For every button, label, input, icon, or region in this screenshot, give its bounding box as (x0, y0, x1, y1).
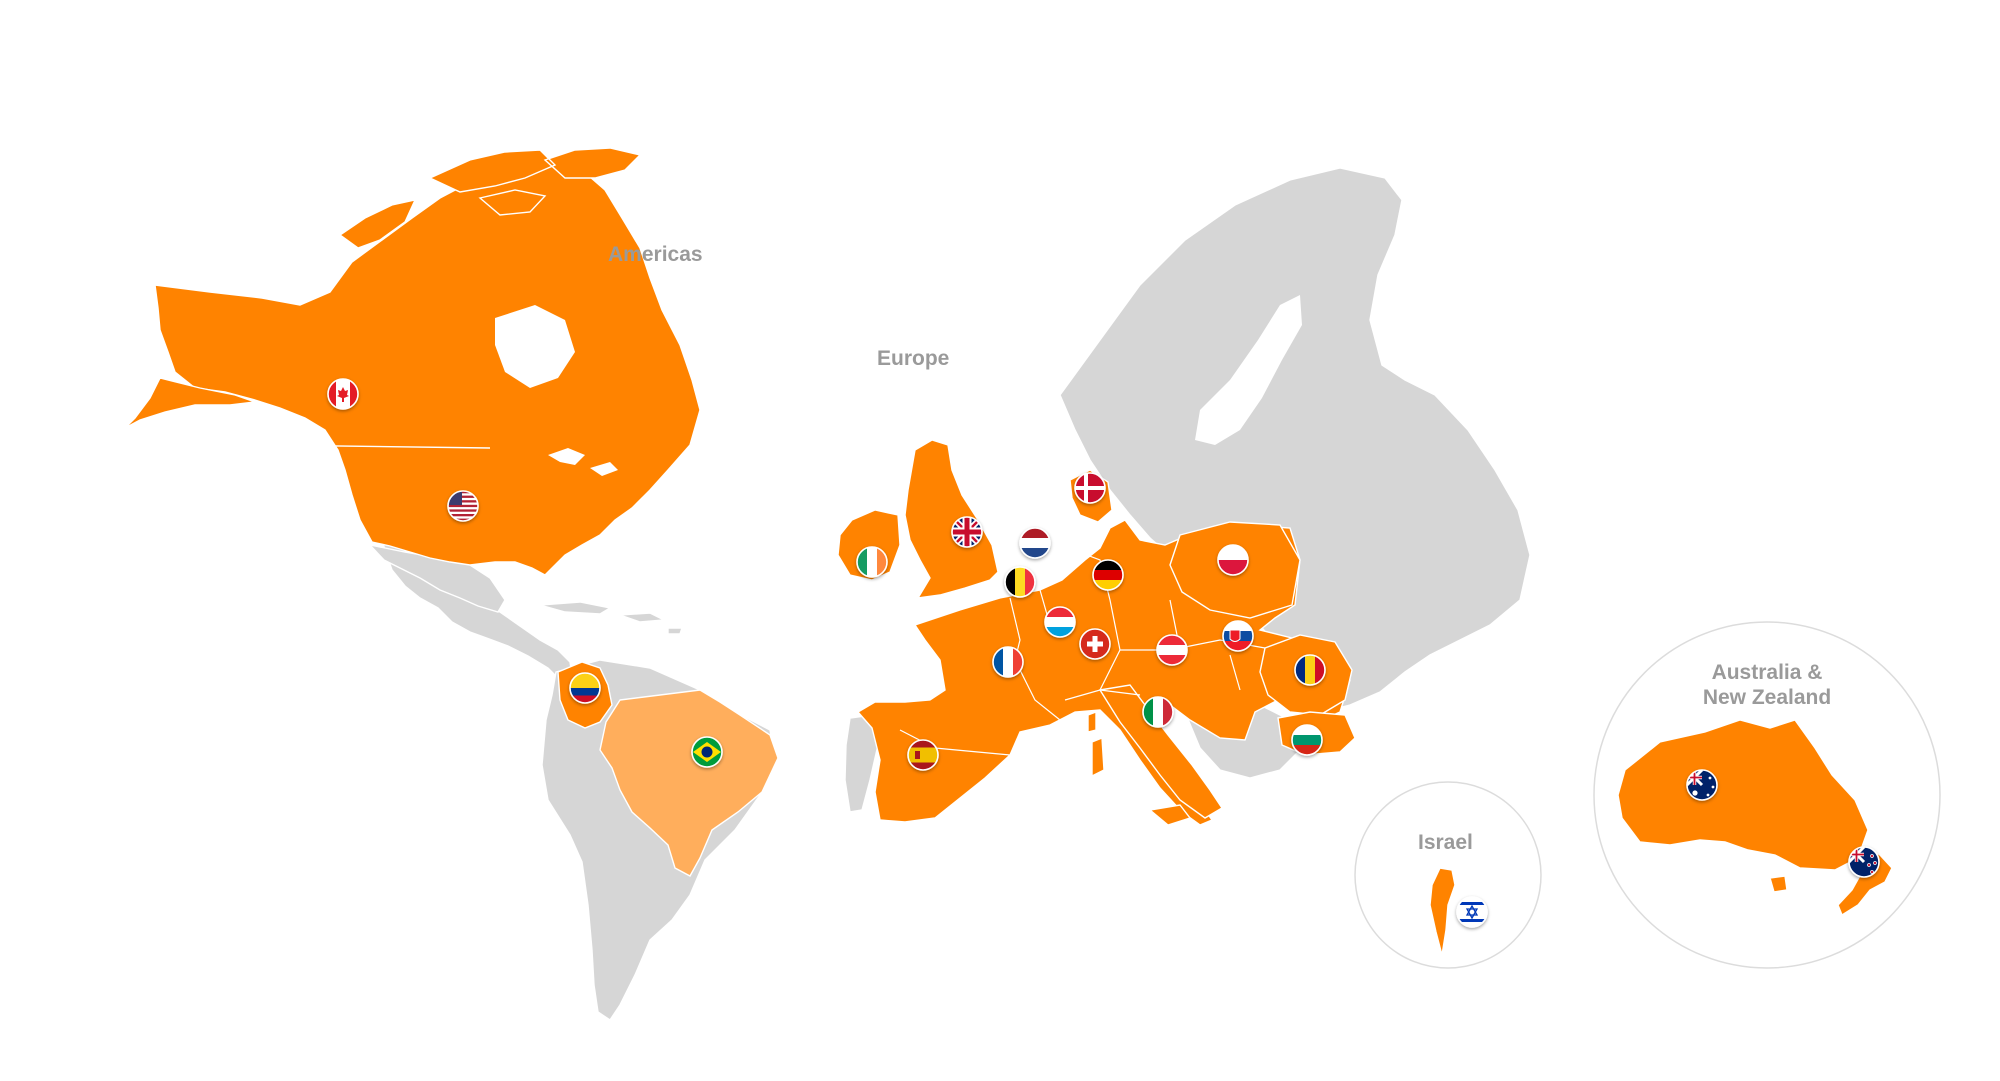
flag-israel-icon (1456, 896, 1488, 928)
flag-ireland-icon (856, 546, 888, 578)
americas-label: Americas (608, 243, 703, 266)
uk-island (904, 439, 999, 599)
brazil-region (599, 689, 779, 877)
great-lakes (548, 448, 618, 476)
flag-luxembourg-icon (1044, 606, 1076, 638)
flag-switzerland-icon (1079, 628, 1111, 660)
flag-colombia-icon (569, 672, 601, 704)
hudson-bay (495, 305, 575, 388)
flag-netherlands-icon (1019, 527, 1051, 559)
australia-nz-label-line1: Australia & (1711, 661, 1823, 684)
caribbean-islands (539, 601, 683, 635)
europe-label: Europe (877, 347, 950, 370)
flag-germany-icon (1092, 559, 1124, 591)
flag-belgium-icon (1004, 566, 1036, 598)
flag-italy-icon (1142, 696, 1174, 728)
flag-new-zealand-icon (1848, 846, 1880, 878)
australia-region (1617, 719, 1869, 871)
arctic-islands (338, 147, 642, 249)
flag-poland-icon (1217, 544, 1249, 576)
flag-denmark-icon (1074, 472, 1106, 504)
flag-uk-icon (951, 516, 983, 548)
italy-islands (1087, 710, 1192, 826)
flag-slovakia-icon (1222, 620, 1254, 652)
baltic-sea (1195, 295, 1302, 445)
australia-inset-circle (1593, 621, 1941, 969)
flag-usa-icon (447, 490, 479, 522)
flag-spain-icon (907, 739, 939, 771)
australia-nz-label-line2: New Zealand (1702, 686, 1832, 709)
flag-bulgaria-icon (1291, 724, 1323, 756)
alaska-peninsula (124, 377, 256, 429)
north-america-covered (154, 161, 701, 576)
flag-france-icon (992, 646, 1024, 678)
israel-inset-circle (1354, 781, 1542, 969)
flag-austria-icon (1156, 634, 1188, 666)
flag-canada-icon (327, 378, 359, 410)
tasmania-island (1769, 875, 1788, 893)
flag-romania-icon (1294, 654, 1326, 686)
israel-label: Israel (1418, 831, 1473, 854)
flag-australia-icon (1686, 769, 1718, 801)
flag-brazil-icon (691, 736, 723, 768)
israel-region (1429, 867, 1456, 956)
australia-nz-label: Australia & New Zealand (1697, 660, 1837, 710)
